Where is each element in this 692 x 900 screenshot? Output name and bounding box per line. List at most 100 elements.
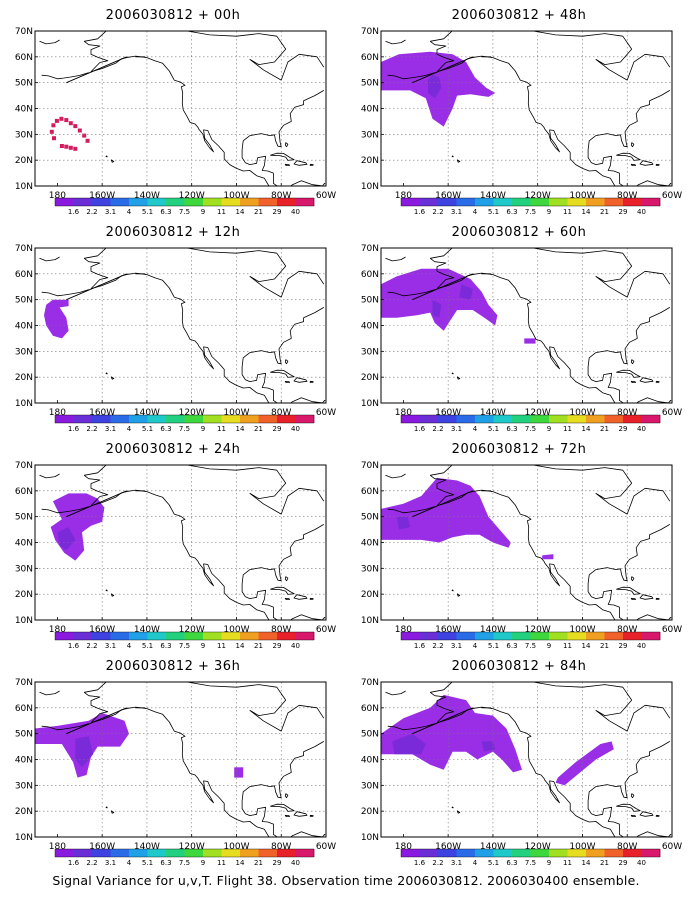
colorbar-label: 6.3 — [506, 859, 517, 867]
lat-tick-label: 30N — [361, 347, 379, 357]
colorbar-swatch — [401, 849, 420, 857]
coastline — [630, 380, 636, 384]
variance-shading — [44, 299, 69, 339]
lon-tick-label: 120W — [525, 408, 551, 418]
colorbar-label: 5.1 — [142, 208, 153, 216]
lon-tick-label: 100W — [223, 625, 249, 635]
variance-shading — [542, 554, 554, 560]
colorbar-swatch — [456, 198, 476, 206]
coastline — [284, 142, 289, 148]
flight-track — [66, 56, 127, 84]
colorbar-swatch — [55, 415, 74, 423]
coastline — [630, 359, 635, 365]
lon-tick-label: 60W — [662, 408, 682, 418]
coastline — [110, 159, 115, 163]
coastline — [587, 524, 671, 620]
colorbar-swatch — [221, 632, 241, 640]
coastline — [668, 399, 672, 403]
coastline — [387, 723, 435, 731]
colorbar-swatch — [419, 849, 439, 857]
colorbar-swatch — [641, 198, 661, 206]
colorbar-swatch — [623, 198, 642, 206]
coastline — [668, 616, 672, 620]
colorbar-swatch — [512, 198, 531, 206]
colorbar-swatch — [567, 849, 587, 857]
lon-tick-label: 80W — [271, 842, 291, 852]
lon-tick-label: 100W — [223, 191, 249, 201]
colorbar-swatch — [92, 632, 111, 640]
colorbar-label: 14 — [236, 859, 245, 867]
variance-dot — [77, 128, 82, 133]
coastline — [293, 811, 308, 817]
coastline — [451, 589, 454, 592]
lon-tick-label: 160W — [435, 191, 461, 201]
lon-tick-label: 100W — [223, 842, 249, 852]
colorbar-swatch — [221, 415, 241, 423]
colorbar-swatch — [110, 849, 130, 857]
lon-tick-label: 120W — [179, 408, 205, 418]
coastline — [481, 273, 493, 276]
panel-title: 2006030812 + 60h — [451, 225, 587, 240]
lon-tick-label: 180 — [395, 842, 412, 852]
coastline — [639, 377, 654, 383]
colorbar-label: 11 — [217, 859, 226, 867]
coastline — [309, 814, 314, 817]
map-panel: 2006030812 + 36h 10N 20N 30N 40N 50N 60N 70N 180… — [0, 651, 346, 868]
colorbar-swatch — [419, 415, 439, 423]
panel-title: 2006030812 + 48h — [451, 8, 587, 23]
colorbar-swatch — [110, 632, 130, 640]
colorbar-label: 11 — [217, 208, 226, 216]
flight-track — [66, 707, 127, 735]
coastline — [451, 806, 454, 809]
lon-tick-label: 140W — [480, 191, 506, 201]
colorbar-swatch — [549, 632, 568, 640]
panel-title: 2006030812 + 36h — [105, 659, 241, 674]
colorbar-label: 11 — [217, 425, 226, 433]
coastline — [284, 793, 289, 799]
colorbar-label: 4 — [473, 642, 478, 650]
lat-tick-label: 40N — [15, 105, 33, 115]
lon-tick-label: 80W — [271, 408, 291, 418]
lon-tick-label: 120W — [525, 191, 551, 201]
lon-tick-label: 180 — [395, 625, 412, 635]
lat-tick-label: 70N — [15, 27, 33, 37]
coastline — [293, 594, 308, 600]
colorbar-swatch — [295, 849, 315, 857]
colorbar-label: 29 — [273, 208, 282, 216]
coastline — [83, 257, 109, 289]
colorbar-label: 4 — [473, 425, 478, 433]
variance-shading — [381, 268, 498, 331]
coastline — [616, 369, 641, 378]
colorbar-swatch — [92, 849, 111, 857]
colorbar-swatch — [530, 849, 550, 857]
lon-tick-label: 120W — [179, 842, 205, 852]
variance-dot — [59, 144, 64, 148]
lon-tick-label: 180 — [49, 842, 66, 852]
colorbar-label: 7.5 — [525, 859, 536, 867]
colorbar-swatch — [623, 632, 642, 640]
flight-track — [412, 490, 473, 518]
colorbar-label: 4 — [127, 208, 132, 216]
lon-tick-label: 160W — [89, 191, 115, 201]
coastline — [105, 155, 108, 158]
coastline — [309, 163, 314, 166]
variance-shading — [57, 527, 76, 551]
coastline — [630, 793, 635, 799]
colorbar-label: 4 — [127, 425, 132, 433]
colorbar-label: 6.3 — [506, 642, 517, 650]
coastline — [39, 690, 60, 696]
colorbar-label: 5.1 — [488, 642, 499, 650]
colorbar-label: 14 — [236, 642, 245, 650]
colorbar-swatch — [184, 632, 204, 640]
colorbar-label: 3.1 — [451, 859, 462, 867]
lon-tick-label: 180 — [49, 408, 66, 418]
variance-dot — [64, 118, 69, 123]
colorbar-swatch — [147, 632, 167, 640]
lon-tick-label: 160W — [89, 408, 115, 418]
lat-tick-label: 10N — [361, 616, 379, 626]
lon-tick-label: 180 — [395, 408, 412, 418]
colorbar-swatch — [475, 849, 494, 857]
lat-tick-label: 10N — [361, 399, 379, 409]
colorbar-swatch — [623, 849, 642, 857]
coastline — [83, 474, 109, 506]
